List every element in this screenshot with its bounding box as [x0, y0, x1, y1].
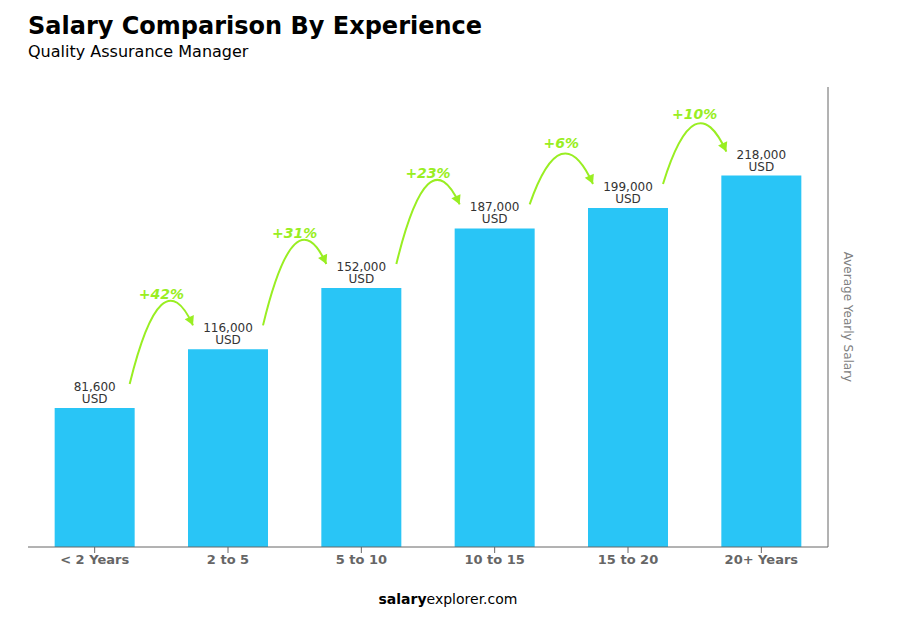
- svg-text:+31%: +31%: [272, 225, 317, 241]
- svg-text:218,000USD: 218,000USD: [737, 148, 787, 174]
- svg-text:+10%: +10%: [672, 106, 717, 122]
- html-text:Salary Comparison By Experienc: Salary Comparison By Experience: [28, 12, 483, 40]
- svg-text:81,600USD: 81,600USD: [74, 380, 116, 406]
- svg-text:199,000USD: 199,000USD: [603, 180, 653, 206]
- svg-text:15 to 20: 15 to 20: [598, 552, 658, 567]
- svg-text:+6%: +6%: [544, 135, 580, 151]
- svg-text:+42%: +42%: [139, 286, 184, 302]
- svg-text:10 to 15: 10 to 15: [464, 552, 524, 567]
- html-text:Quality Assurance Manager: Quality Assurance Manager: [28, 42, 249, 61]
- svg-text:20+ Years: 20+ Years: [725, 552, 799, 567]
- svg-text:Average Yearly Salary: Average Yearly Salary: [841, 252, 855, 382]
- svg-text:5 to 10: 5 to 10: [336, 552, 387, 567]
- svg-text:187,000USD: 187,000USD: [470, 200, 520, 226]
- svg-text:< 2 Years: < 2 Years: [60, 552, 129, 567]
- svg-text:116,000USD: 116,000USD: [203, 321, 253, 347]
- html-text:salary explorer.com: salary explorer.com: [378, 591, 518, 607]
- svg-text:2 to 5: 2 to 5: [207, 552, 249, 567]
- svg-text:152,000USD: 152,000USD: [337, 260, 387, 286]
- svg-text:+23%: +23%: [405, 165, 450, 181]
